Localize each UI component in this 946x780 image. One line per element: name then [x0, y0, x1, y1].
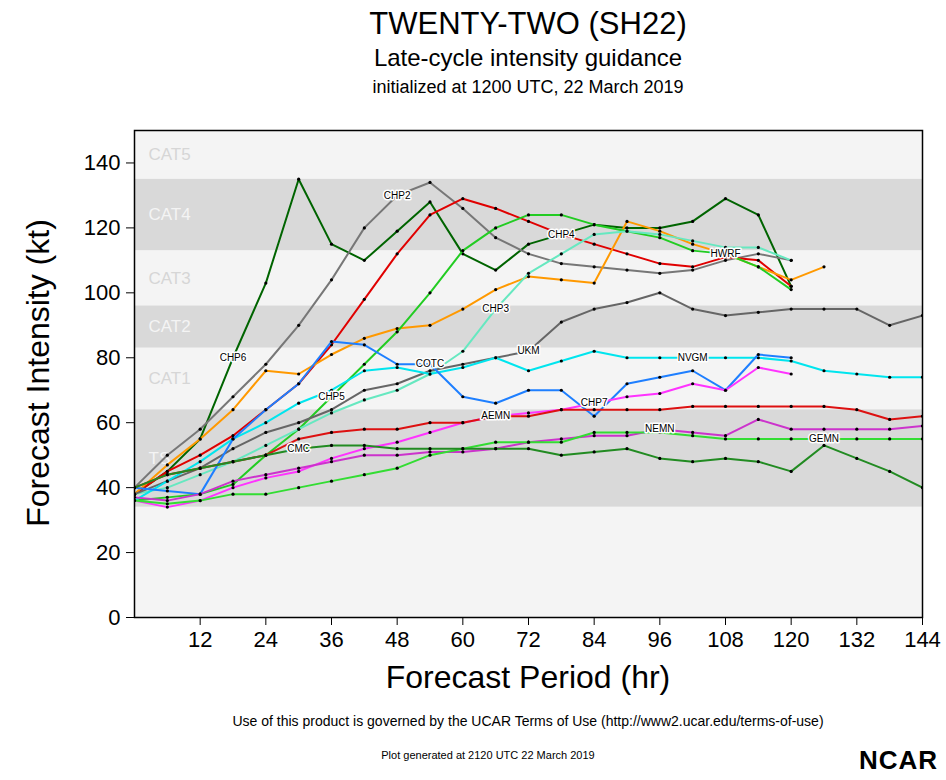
svg-text:CAT2: CAT2: [149, 317, 191, 336]
svg-text:60: 60: [96, 410, 120, 435]
svg-text:100: 100: [84, 280, 121, 305]
svg-text:144: 144: [904, 627, 941, 652]
html-text:NCAR: NCAR: [858, 745, 938, 775]
svg-text:0: 0: [108, 605, 120, 630]
svg-text:CHP5: CHP5: [318, 391, 345, 402]
svg-text:CHP7: CHP7: [581, 397, 608, 408]
svg-text:20: 20: [96, 540, 120, 565]
svg-text:CAT5: CAT5: [149, 145, 191, 164]
svg-text:CAT3: CAT3: [149, 269, 191, 288]
svg-text:108: 108: [707, 627, 744, 652]
svg-text:84: 84: [582, 627, 606, 652]
svg-text:72: 72: [516, 627, 540, 652]
svg-text:AEMN: AEMN: [481, 410, 510, 421]
svg-text:36: 36: [319, 627, 343, 652]
svg-text:CHP6: CHP6: [220, 352, 247, 363]
svg-text:120: 120: [84, 215, 121, 240]
html-text:Use of this product is governe: Use of this product is governed by the U…: [232, 713, 824, 729]
html-text:TWENTY-TWO (SH22): TWENTY-TWO (SH22): [369, 6, 687, 41]
svg-text:132: 132: [838, 627, 875, 652]
svg-text:TS: TS: [149, 449, 171, 468]
svg-text:60: 60: [451, 627, 475, 652]
svg-text:CAT1: CAT1: [149, 369, 191, 388]
svg-text:CAT4: CAT4: [149, 205, 191, 224]
svg-text:CHP3: CHP3: [482, 303, 509, 314]
svg-text:96: 96: [648, 627, 672, 652]
svg-text:COTC: COTC: [416, 358, 444, 369]
svg-text:GEMN: GEMN: [809, 433, 839, 444]
svg-text:NEMN: NEMN: [645, 423, 674, 434]
html-text:Forecast Period (hr): Forecast Period (hr): [385, 659, 671, 695]
svg-text:CHP4: CHP4: [548, 229, 575, 240]
svg-text:CMC: CMC: [287, 443, 310, 454]
svg-text:NVGM: NVGM: [678, 352, 708, 363]
svg-text:12: 12: [188, 627, 212, 652]
svg-text:120: 120: [773, 627, 810, 652]
html-text:Forecast Intensity (kt): Forecast Intensity (kt): [19, 219, 56, 527]
html-text:Plot generated at 2120 UTC 22: Plot generated at 2120 UTC 22 March 2019: [381, 749, 595, 761]
svg-text:140: 140: [84, 150, 121, 175]
svg-text:CHP2: CHP2: [384, 190, 411, 201]
svg-text:48: 48: [385, 627, 409, 652]
html-text:Late-cycle intensity guidance: Late-cycle intensity guidance: [373, 44, 683, 71]
svg-text:40: 40: [96, 475, 120, 500]
svg-text:UKM: UKM: [517, 345, 539, 356]
svg-text:24: 24: [254, 627, 278, 652]
svg-text:HWRF: HWRF: [711, 248, 741, 259]
html-text:initialized at 1200 UTC, 22 Ma: initialized at 1200 UTC, 22 March 2019: [372, 77, 684, 97]
svg-text:80: 80: [96, 345, 120, 370]
